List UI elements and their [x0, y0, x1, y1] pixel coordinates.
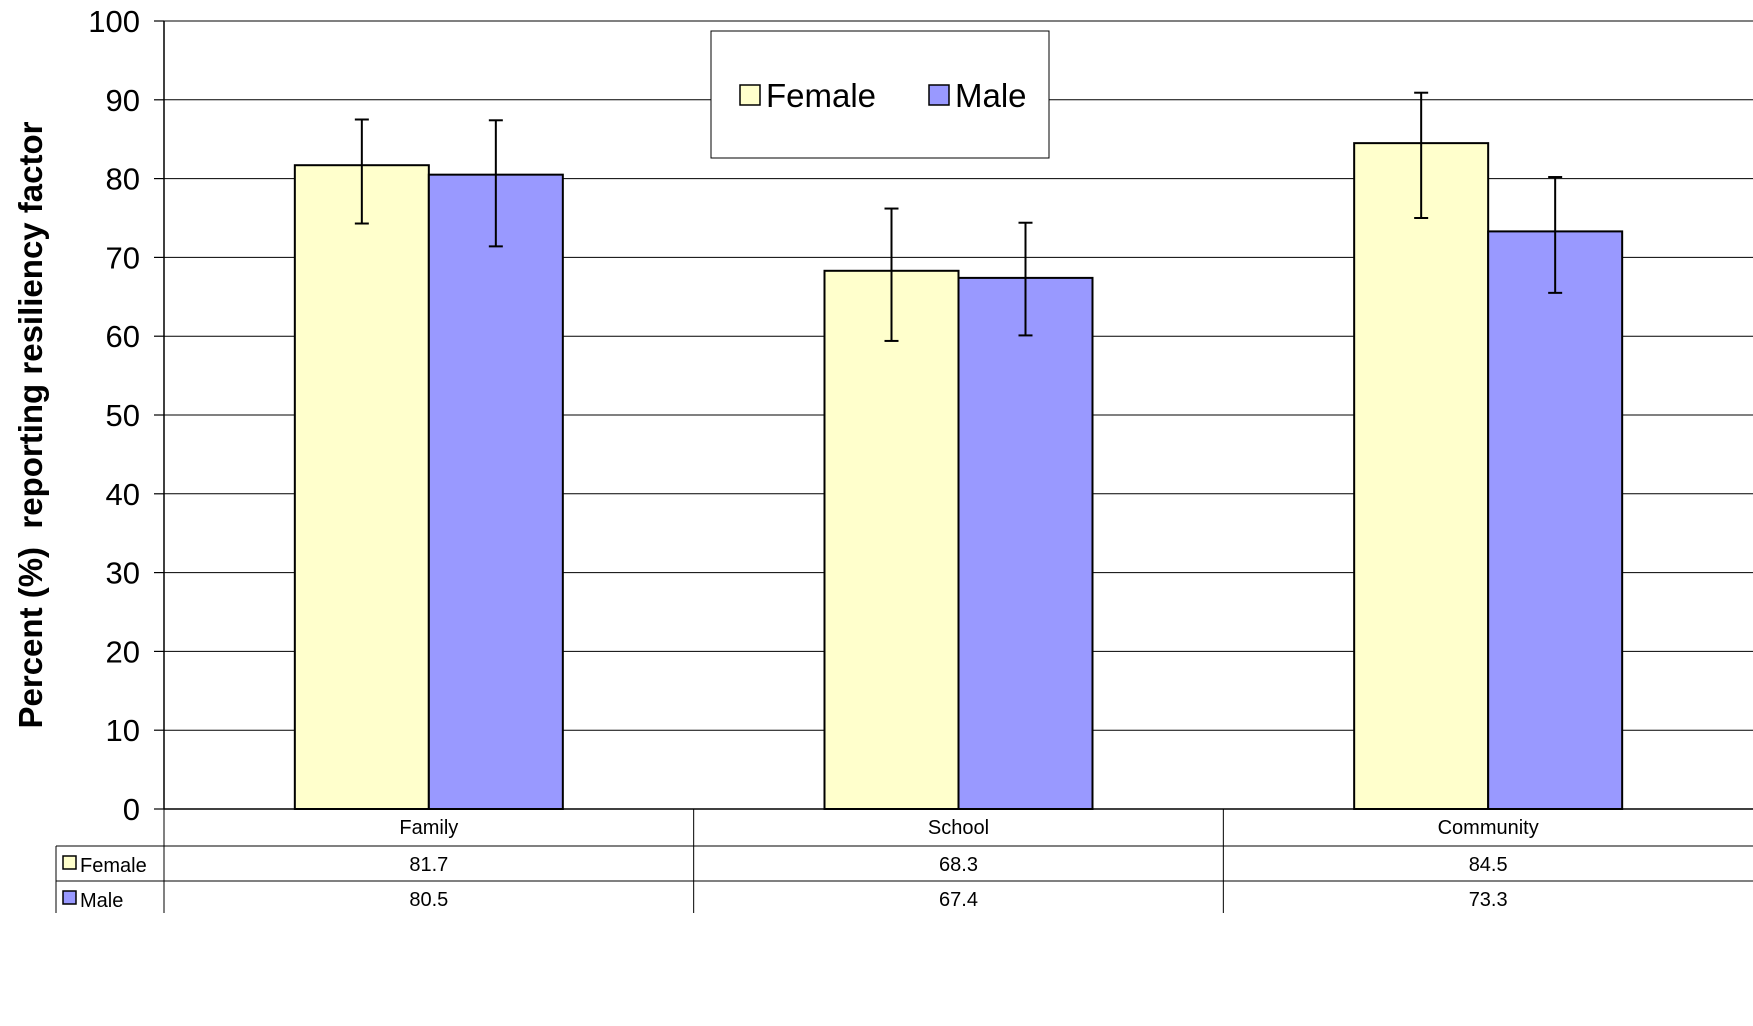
y-tick-label: 50 [106, 398, 140, 433]
bar-male-family [427, 173, 564, 811]
y-tick-label: 100 [88, 4, 140, 39]
table-row-label: Female [80, 855, 147, 877]
table-cell-value: 73.3 [1469, 889, 1508, 911]
table-swatch-male [62, 890, 77, 905]
x-tick-label: Community [1438, 817, 1539, 839]
data-table: Family School Community Female 81.7 68.3 84.5 M… [55, 809, 1753, 913]
bar-male-school [957, 276, 1094, 810]
table-cell-value: 67.4 [939, 889, 978, 911]
y-tick-label: 90 [106, 83, 140, 118]
legend: Female Male [710, 30, 1050, 159]
table-cell-value: 68.3 [939, 854, 978, 876]
y-tick-label: 0 [123, 792, 140, 827]
legend-box [710, 30, 1050, 159]
bar-female-community [1353, 142, 1490, 810]
y-axis-label: Percent (%) reporting resiliency factor [12, 121, 49, 728]
table-row-label: Male [80, 890, 123, 912]
bar-female-family [293, 164, 430, 811]
table-swatch-female [62, 855, 77, 870]
legend-swatch-male [928, 84, 950, 106]
y-tick-label: 10 [106, 713, 140, 748]
table-cell-value: 80.5 [409, 889, 448, 911]
x-tick-label: School [928, 817, 989, 839]
y-tick-label: 60 [106, 319, 140, 354]
error-bars [354, 91, 1563, 342]
bar-male-community [1487, 230, 1624, 810]
y-tick-label: 70 [106, 240, 140, 275]
legend-label-female: Female [766, 77, 876, 114]
x-tick-label: Family [399, 817, 458, 839]
table-cell-value: 81.7 [409, 854, 448, 876]
y-axis: 0 10 20 30 40 50 60 70 80 90 100 [88, 4, 1753, 827]
legend-label-male: Male [955, 77, 1027, 114]
table-cell-value: 84.5 [1469, 854, 1508, 876]
legend-swatch-female [739, 84, 761, 106]
y-tick-label: 40 [106, 477, 140, 512]
bars [293, 142, 1624, 811]
y-tick-label: 80 [106, 162, 140, 197]
y-tick-label: 30 [106, 556, 140, 591]
bar-female-school [823, 269, 960, 810]
y-tick-label: 20 [106, 634, 140, 669]
